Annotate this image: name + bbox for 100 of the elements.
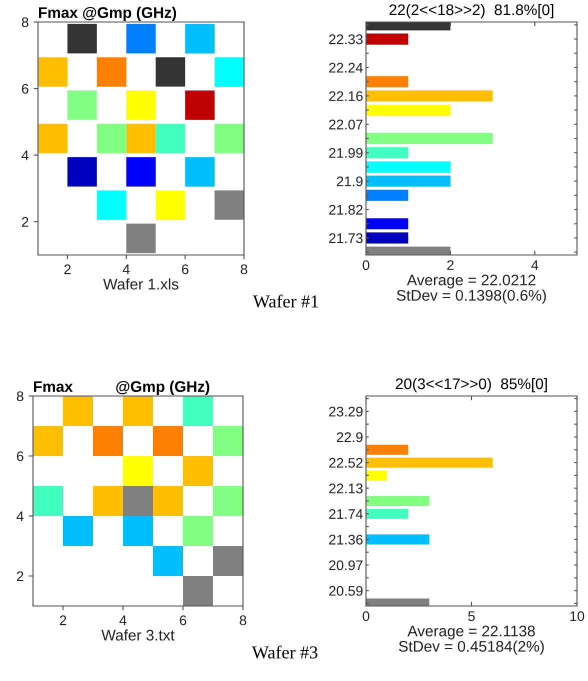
point	[183, 456, 213, 486]
y-tick-label: 2	[22, 217, 28, 227]
x-tick-label: 10	[570, 611, 584, 622]
point	[93, 426, 123, 456]
y-tick-label: 21.73	[329, 233, 363, 244]
point	[38, 57, 68, 87]
y-tick-label: 22.9	[336, 432, 363, 442]
bar	[366, 161, 450, 172]
point	[214, 124, 244, 154]
x-tick-label: 2	[447, 260, 454, 270]
x-axis-title: Average = 22.1138 StDev = 0.45184(2%)	[398, 626, 544, 655]
bar	[366, 104, 450, 116]
point	[156, 124, 186, 154]
point	[126, 224, 156, 254]
bar	[366, 444, 408, 455]
point	[63, 396, 93, 426]
point	[33, 486, 63, 516]
point	[183, 396, 213, 426]
bar	[366, 190, 408, 201]
y-tick-label: 21.74	[329, 509, 363, 519]
x-axis-title: Wafer 3.txt	[101, 629, 175, 641]
x-tick-label: 8	[240, 264, 248, 274]
point	[156, 57, 186, 87]
y-tick-label: 21.99	[329, 148, 363, 158]
point	[153, 546, 183, 576]
point	[96, 57, 126, 87]
y-tick-label: 6	[22, 84, 28, 94]
bar	[366, 132, 493, 144]
point	[214, 57, 244, 87]
y-tick-label: 20.59	[329, 586, 363, 596]
bar	[366, 496, 430, 506]
x-axis-title: Average = 22.0212 StDev = 0.1398(0.6%)	[396, 274, 546, 304]
point	[213, 546, 243, 576]
bar	[366, 534, 430, 544]
x-tick-label: 2	[60, 615, 66, 626]
text: Wafer #1	[252, 294, 318, 308]
y-tick-label: 4	[22, 150, 29, 160]
x-axis-title: Wafer 1.xls	[103, 278, 178, 290]
point	[185, 24, 215, 54]
point	[93, 486, 123, 516]
point	[213, 426, 243, 456]
y-tick-label: 4	[16, 511, 24, 522]
y-tick-label: 22.13	[329, 484, 363, 494]
bar	[366, 147, 408, 158]
point	[123, 396, 153, 426]
y-tick-label: 20.97	[329, 560, 363, 570]
x-tick-label: 6	[182, 264, 188, 274]
chart-title: 22(2<<18>>2) 81.8%[0]	[389, 4, 554, 18]
bar	[366, 458, 493, 468]
y-tick-label: 22.07	[329, 120, 363, 130]
point	[67, 24, 97, 54]
point	[33, 426, 63, 456]
x-tick-label: 0	[362, 260, 370, 270]
y-tick-label: 8	[22, 17, 28, 28]
point	[126, 157, 156, 186]
y-tick-label: 21.9	[336, 176, 363, 186]
chart-title: Fmax @Gmp (GHz)	[34, 380, 210, 396]
x-tick-label: 4	[531, 260, 538, 270]
point	[67, 157, 97, 186]
point	[123, 486, 153, 516]
x-tick-label: 4	[122, 264, 130, 274]
point	[38, 124, 68, 154]
y-tick-label: 22.52	[329, 458, 363, 468]
x-tick-label: 0	[362, 611, 370, 622]
bar	[366, 176, 450, 187]
point	[213, 486, 243, 516]
x-tick-label: 2	[64, 264, 71, 274]
point	[126, 24, 156, 54]
bar	[366, 232, 408, 244]
point	[96, 124, 126, 154]
x-tick-label: 8	[240, 615, 246, 626]
x-tick-label: 4	[119, 616, 126, 626]
chart-title: Fmax @Gmp (GHz)	[39, 6, 176, 22]
point	[183, 516, 213, 546]
y-tick-label: 23.29	[329, 406, 363, 417]
point	[67, 90, 97, 120]
bar	[366, 218, 408, 230]
point	[153, 486, 183, 516]
point	[185, 157, 215, 186]
y-tick-label: 8	[16, 391, 24, 402]
y-tick-label: 22.16	[329, 91, 363, 102]
point	[183, 576, 213, 606]
point	[153, 426, 183, 456]
y-tick-label: 22.33	[329, 34, 363, 44]
point	[96, 190, 126, 220]
bar	[366, 34, 408, 45]
point	[126, 124, 156, 154]
point	[63, 516, 93, 546]
point	[126, 90, 156, 120]
point	[156, 190, 186, 220]
chart-title: 20(3<<17>>0) 85%[0]	[396, 378, 547, 392]
bar	[366, 470, 388, 480]
y-tick-label: 22.24	[329, 62, 363, 72]
point	[123, 516, 153, 546]
point	[123, 456, 153, 486]
bar	[366, 76, 408, 88]
point	[185, 90, 215, 120]
y-tick-label: 21.36	[329, 534, 363, 545]
x-tick-label: 6	[180, 615, 186, 626]
bar	[366, 508, 408, 519]
